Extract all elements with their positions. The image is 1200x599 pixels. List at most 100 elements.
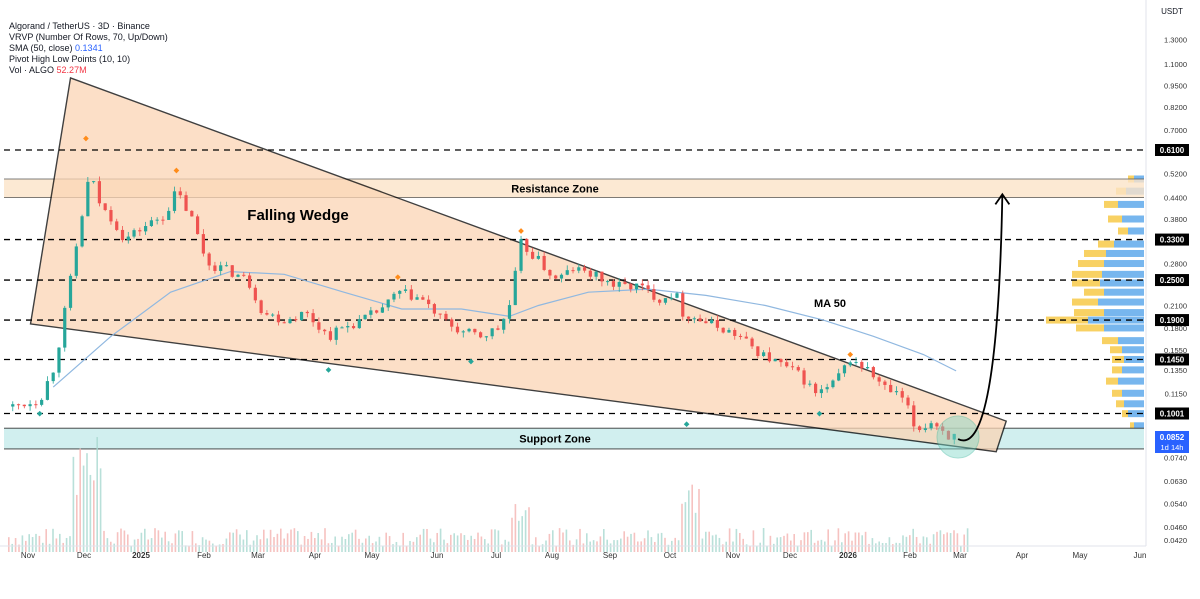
- candle-body: [253, 287, 257, 301]
- price-tick-label: 0.1150: [1165, 389, 1187, 398]
- volume-bar: [963, 534, 965, 552]
- candle-body: [848, 362, 852, 366]
- time-tick-label: 2026: [839, 551, 857, 560]
- candle-body: [479, 332, 483, 338]
- vp-down-bar: [1118, 200, 1144, 208]
- volume-bar: [201, 537, 204, 552]
- candle-body: [74, 246, 78, 276]
- time-tick-label: Mar: [953, 551, 967, 560]
- volume-bar: [198, 545, 200, 552]
- volume-bar: [674, 537, 676, 552]
- candle-body: [311, 313, 315, 323]
- time-tick-label: Nov: [726, 551, 740, 560]
- candle-body: [917, 426, 922, 431]
- level-price-tag: [1155, 314, 1189, 327]
- volume-bar: [477, 532, 479, 552]
- volume-bar: [762, 528, 765, 552]
- volume-bars: [8, 437, 969, 552]
- volume-bar: [922, 536, 925, 552]
- volume-bar: [681, 503, 683, 552]
- candle-body: [455, 326, 460, 333]
- volume-bar: [42, 542, 44, 552]
- level-price-tag: [1155, 407, 1189, 420]
- volume-bar: [769, 535, 772, 552]
- volume-bar: [756, 545, 758, 552]
- pivot-low-marker: [816, 410, 823, 417]
- time-axis: Nov Dec 2025 Feb Mar Apr May Jun Jul Aug Sep Oct Nov…: [0, 545, 1146, 560]
- candle-body: [432, 304, 436, 314]
- candle-body: [421, 297, 425, 300]
- candle-body: [819, 389, 823, 394]
- price-tick-label: 0.0740: [1164, 454, 1187, 463]
- candle-body: [161, 219, 165, 221]
- candle-body: [871, 367, 875, 378]
- volume-bar: [905, 536, 908, 552]
- candle-body: [496, 328, 500, 330]
- volume-bar: [759, 542, 761, 552]
- ma50-label: MA 50: [814, 298, 846, 310]
- candle-body: [634, 283, 639, 290]
- volume-bar: [895, 542, 897, 552]
- volume-bar: [926, 537, 928, 552]
- volume-bar: [225, 538, 228, 552]
- volume-bar: [773, 543, 775, 552]
- volume-bar: [130, 545, 132, 552]
- volume-bar: [38, 535, 41, 552]
- volume-bar: [399, 545, 401, 552]
- price-tick-label: 0.0460: [1164, 523, 1187, 532]
- price-tick-label: 0.3800: [1164, 215, 1187, 224]
- volume-bar: [65, 537, 68, 552]
- candle-body: [715, 320, 720, 328]
- vp-up-bar: [1108, 215, 1122, 223]
- volume-bar: [956, 533, 959, 552]
- volume-bar: [422, 528, 425, 552]
- pivot-high-marker: [518, 228, 524, 234]
- vp-down-bar: [1122, 366, 1144, 374]
- vp-up-bar: [1130, 422, 1134, 430]
- volume-bar: [93, 480, 95, 552]
- volume-bar: [752, 530, 755, 552]
- candle-body: [837, 373, 841, 381]
- volume-bar: [868, 543, 870, 552]
- volume-bar: [667, 544, 670, 552]
- candle-body: [894, 391, 899, 393]
- volume-bar: [810, 529, 812, 552]
- volume-bar: [266, 538, 268, 552]
- candle-body: [912, 405, 916, 427]
- time-tick-label: Mar: [251, 551, 265, 560]
- volume-bar: [507, 541, 510, 552]
- volume-bar: [137, 538, 139, 552]
- volume-bar: [96, 437, 98, 552]
- volume-bar: [405, 545, 408, 552]
- volume-bar: [283, 538, 285, 552]
- level-price-tag: [1155, 144, 1189, 156]
- volume-bar: [637, 541, 639, 552]
- volume-bar: [552, 530, 554, 552]
- vp-down-bar: [1104, 260, 1144, 268]
- volume-bar: [946, 532, 948, 552]
- vp-up-bar: [1102, 337, 1118, 345]
- candle-body: [155, 219, 159, 221]
- volume-bar: [31, 537, 34, 552]
- volume-bar: [518, 520, 520, 552]
- candle-body: [877, 377, 881, 382]
- volume-bar: [181, 531, 183, 552]
- volume-bar: [113, 543, 115, 552]
- vp-down-bar: [1134, 422, 1144, 430]
- volume-bar: [222, 544, 224, 552]
- volume-bar: [596, 541, 598, 552]
- volume-bar: [371, 543, 374, 552]
- volume-bar: [892, 544, 894, 552]
- vp-down-bar: [1106, 249, 1144, 257]
- volume-bar: [871, 538, 874, 552]
- volume-bar: [854, 532, 857, 552]
- level-price-label: 0.1450: [1160, 355, 1185, 364]
- volume-bar: [171, 543, 173, 552]
- volume-bar: [470, 535, 472, 552]
- time-tick-label: 2025: [132, 551, 150, 560]
- candle-body: [900, 391, 904, 398]
- volume-bar: [786, 533, 789, 552]
- volume-bar: [327, 543, 330, 552]
- volume-bar: [514, 504, 517, 552]
